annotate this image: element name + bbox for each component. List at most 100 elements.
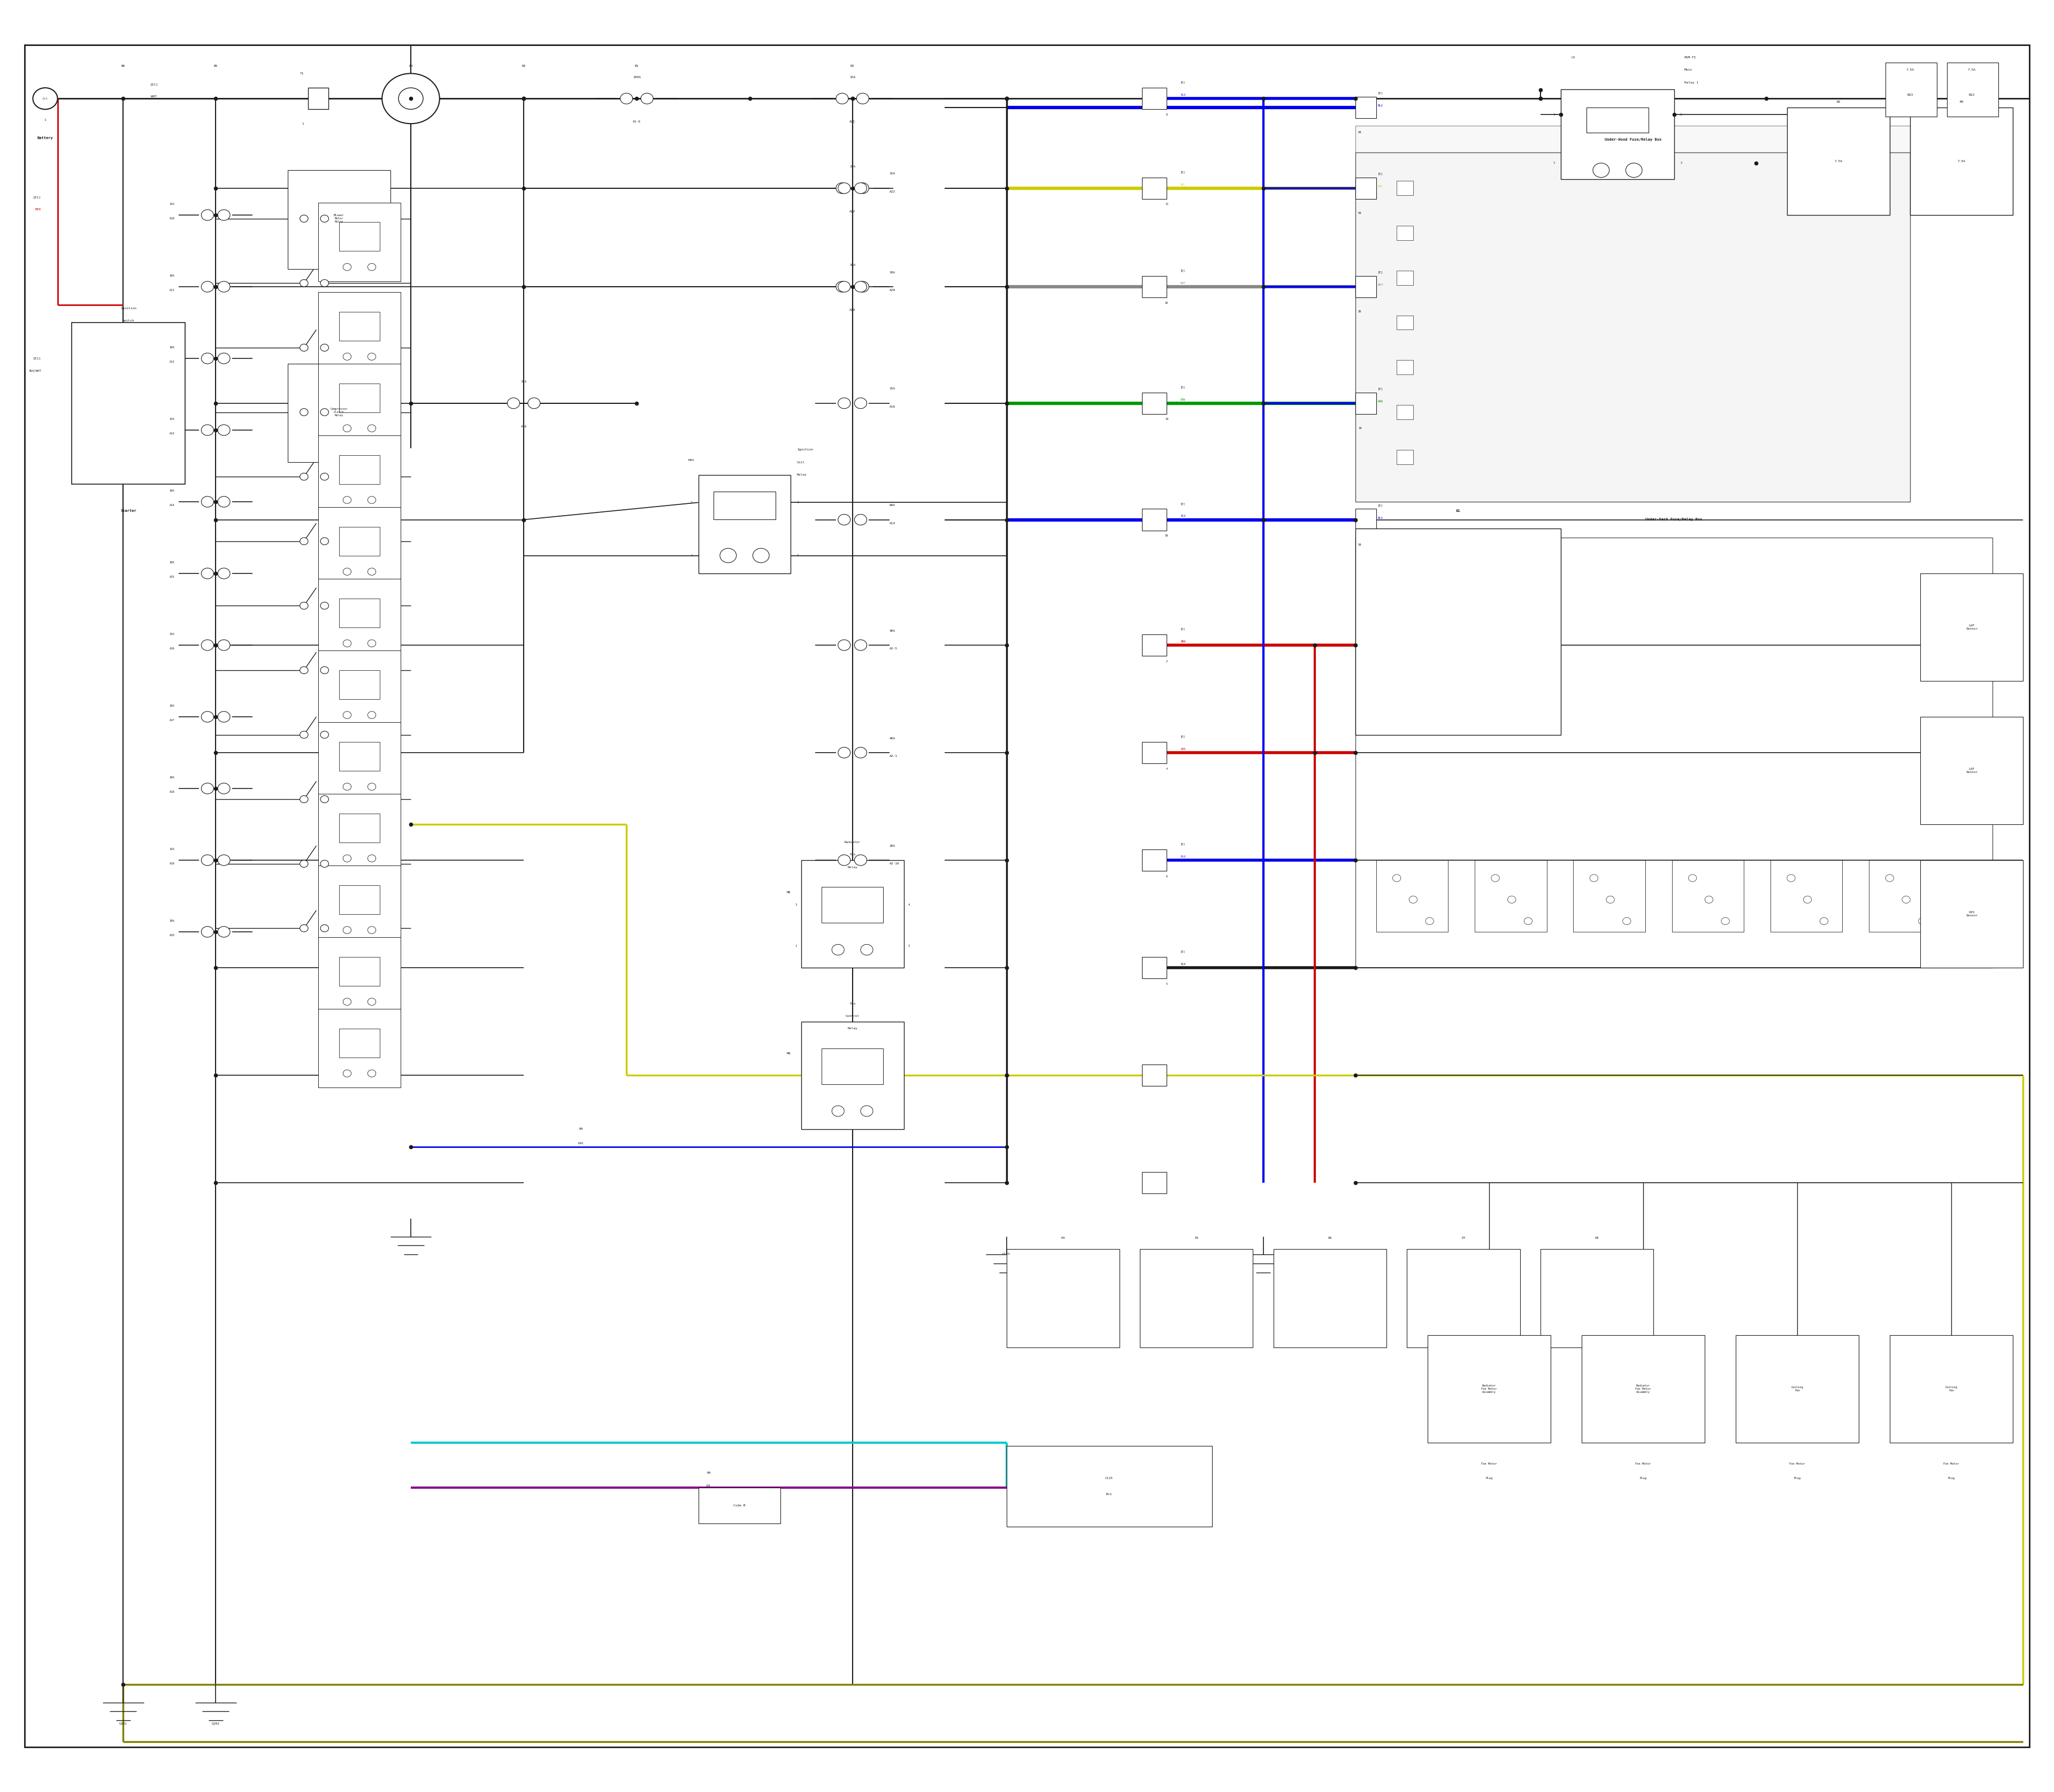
Bar xyxy=(1561,90,1674,179)
Text: A17: A17 xyxy=(168,719,175,722)
Circle shape xyxy=(838,183,850,194)
Text: B2: B2 xyxy=(1836,100,1840,104)
Text: [E]: [E] xyxy=(1181,627,1185,631)
Circle shape xyxy=(368,1070,376,1077)
Bar xyxy=(1140,1249,1253,1348)
Circle shape xyxy=(838,640,850,650)
Bar xyxy=(1947,63,1999,116)
Circle shape xyxy=(218,568,230,579)
Circle shape xyxy=(368,926,376,934)
Circle shape xyxy=(836,183,848,194)
Bar xyxy=(72,323,185,484)
Bar xyxy=(1356,97,1376,118)
Text: 59: 59 xyxy=(1358,131,1362,134)
Text: A29: A29 xyxy=(850,308,854,312)
Text: [E]: [E] xyxy=(1378,271,1382,274)
Circle shape xyxy=(1590,874,1598,882)
Text: [E]: [E] xyxy=(1378,504,1382,507)
Text: Code B: Code B xyxy=(733,1503,746,1507)
Text: Switch: Switch xyxy=(123,319,134,323)
Text: Radiator
Fan Motor
Assembly: Radiator Fan Motor Assembly xyxy=(1481,1385,1497,1392)
Bar xyxy=(318,292,401,371)
Circle shape xyxy=(320,602,329,609)
Text: Fan Motor: Fan Motor xyxy=(1481,1462,1497,1466)
Bar xyxy=(1397,405,1413,419)
Text: 7.5A: 7.5A xyxy=(1834,159,1842,163)
Text: A10: A10 xyxy=(168,217,175,220)
Bar xyxy=(1586,108,1647,133)
Text: B22: B22 xyxy=(1970,93,1974,97)
Text: A19: A19 xyxy=(168,862,175,866)
Bar xyxy=(318,650,401,729)
Text: A16: A16 xyxy=(889,405,896,409)
Text: 15A: 15A xyxy=(168,848,175,851)
Bar xyxy=(1771,860,1842,932)
Text: BLU: BLU xyxy=(1181,855,1185,858)
Text: P7: P7 xyxy=(1462,1236,1465,1240)
Bar xyxy=(318,507,401,586)
Text: A20: A20 xyxy=(168,934,175,937)
Bar xyxy=(1397,271,1413,285)
Circle shape xyxy=(201,855,214,866)
Circle shape xyxy=(1918,918,1927,925)
Bar xyxy=(1890,1335,2013,1443)
Text: WHT: WHT xyxy=(1378,283,1382,287)
Circle shape xyxy=(382,73,440,124)
Text: A18: A18 xyxy=(168,790,175,794)
Text: B2: B2 xyxy=(522,65,526,68)
Circle shape xyxy=(857,183,869,194)
Text: A21: A21 xyxy=(850,120,854,124)
Circle shape xyxy=(201,926,214,937)
Bar xyxy=(1142,276,1167,297)
Text: 100A: 100A xyxy=(633,75,641,79)
Text: B6: B6 xyxy=(121,65,125,68)
Text: Under-Dash Fuse/Relay Box: Under-Dash Fuse/Relay Box xyxy=(1645,518,1703,521)
Bar xyxy=(1356,538,1992,968)
Circle shape xyxy=(1705,896,1713,903)
Text: 10A: 10A xyxy=(168,274,175,278)
Text: BLK: BLK xyxy=(1181,962,1185,966)
Bar xyxy=(1787,108,1890,215)
Text: 15A: 15A xyxy=(850,75,854,79)
Text: LAF
Sensor: LAF Sensor xyxy=(1966,767,1978,774)
Text: 7.5A: 7.5A xyxy=(1906,68,1914,72)
Circle shape xyxy=(754,548,770,563)
Bar xyxy=(1397,450,1413,464)
Text: A22: A22 xyxy=(850,210,854,213)
Text: A1: A1 xyxy=(1456,509,1460,513)
Circle shape xyxy=(343,353,351,360)
Text: 10A: 10A xyxy=(850,263,854,267)
Bar xyxy=(1356,276,1376,297)
Text: RED: RED xyxy=(35,208,41,211)
Bar xyxy=(1920,860,2023,968)
Circle shape xyxy=(368,568,376,575)
Text: 20: 20 xyxy=(1358,310,1362,314)
Bar xyxy=(1736,1335,1859,1443)
Bar xyxy=(339,599,380,627)
Circle shape xyxy=(1606,896,1614,903)
Circle shape xyxy=(854,747,867,758)
Bar xyxy=(1376,860,1448,932)
Bar xyxy=(1142,742,1167,763)
Circle shape xyxy=(1886,874,1894,882)
Circle shape xyxy=(854,281,867,292)
Bar xyxy=(318,722,401,801)
Circle shape xyxy=(320,731,329,738)
Text: P6: P6 xyxy=(1329,1236,1331,1240)
Circle shape xyxy=(218,353,230,364)
Bar xyxy=(801,860,904,968)
Text: A16: A16 xyxy=(168,647,175,650)
Text: Brn: Brn xyxy=(1107,1493,1111,1496)
Circle shape xyxy=(300,925,308,932)
Circle shape xyxy=(201,210,214,220)
Text: P4: P4 xyxy=(1062,1236,1064,1240)
Circle shape xyxy=(1902,896,1910,903)
Text: 40A: 40A xyxy=(889,737,896,740)
Text: B1: B1 xyxy=(635,65,639,68)
Text: [E]: [E] xyxy=(1181,269,1185,272)
Circle shape xyxy=(218,496,230,507)
Text: 60A: 60A xyxy=(889,504,896,507)
Circle shape xyxy=(838,514,850,525)
Text: [E]: [E] xyxy=(1378,387,1382,391)
Text: 19: 19 xyxy=(1165,418,1169,421)
